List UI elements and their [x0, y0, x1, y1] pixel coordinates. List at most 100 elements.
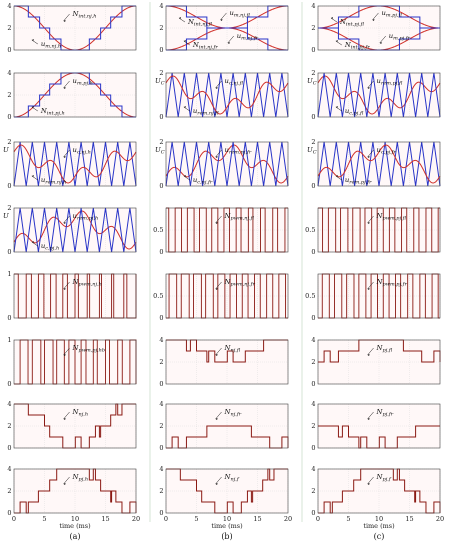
subplot-a-8: 0 2 4 Npj,h 0 5 10 15 20 time (ms) (a) [7, 465, 140, 541]
arrow-head [367, 288, 370, 290]
y-tick-label: 0 [159, 46, 163, 54]
y-tick-label: 2 [7, 24, 11, 32]
y-tick-label: 2 [159, 138, 163, 146]
y-tick-label: 4 [159, 465, 163, 473]
x-tick-label: 20 [132, 515, 140, 523]
arrow-head [31, 106, 34, 108]
annotation-label: um,nj,fl [229, 9, 250, 19]
annotation-label: Nint,nj,fr [192, 41, 219, 51]
plot-frame [165, 5, 289, 51]
y-tick-label: 4 [311, 2, 315, 10]
arrow-head [63, 354, 66, 356]
arrow-head [335, 40, 338, 42]
x-tick-label: 5 [194, 515, 198, 523]
annotation-arrow [31, 175, 38, 181]
subplot-b-3: 0 2UC urem,nj,fr uc,nj,fr [155, 138, 289, 190]
y-tick-label: 0 [311, 248, 315, 256]
subplot-b-5: 0 0.5 Npwm,nj,fr [153, 273, 289, 322]
plot-frame [317, 207, 441, 253]
arrow-head [183, 175, 186, 177]
plot-frame [317, 339, 441, 385]
y-tick-label: 2 [311, 422, 315, 430]
plot-frame [317, 403, 441, 449]
y-axis-label: U [3, 212, 9, 220]
annotation-arrow [367, 411, 374, 420]
y-tick-label: 2 [159, 487, 163, 495]
annotation-arrow [335, 175, 342, 181]
arrow-head [215, 483, 218, 485]
y-tick-label: 2 [159, 24, 163, 32]
arrow-head [63, 483, 66, 485]
annotation-arrow [215, 281, 222, 290]
y-tick-label: 0.5 [305, 226, 315, 234]
annotation-label: Npwm,pj,fr [376, 278, 408, 288]
subplot-a-5: 0 1 Npwm,nj,h [7, 270, 137, 322]
y-tick-label: 2 [7, 487, 11, 495]
annotation-arrow [227, 35, 234, 44]
y-tick-label: 2 [7, 91, 11, 99]
y-tick-label: 4 [159, 400, 163, 408]
y-tick-label: 4 [311, 400, 315, 408]
annotation-arrow [31, 39, 38, 45]
y-tick-label: 0 [159, 444, 163, 452]
y-tick-label: 2 [311, 24, 315, 32]
annotation-arrow [215, 149, 222, 158]
arrow-head [372, 19, 375, 21]
arrow-head [335, 175, 338, 177]
arrow-head [183, 40, 186, 42]
annotation-arrow [63, 13, 70, 22]
plot-frame [317, 273, 441, 319]
subplot-c-1: 0 2 4 um,pj,fl Nint,pj,fl um,pj,fr Nint,pj,fr [311, 2, 441, 54]
y-tick-label: 4 [7, 465, 11, 473]
annotation-arrow [367, 476, 374, 485]
arrow-head [367, 418, 370, 420]
series-line-u-rem-pj-fr [317, 144, 441, 184]
subplot-b-8: 0 2 4 Nnj,f 0 5 10 15 20 time (ms) (b) [159, 465, 292, 541]
annotation-arrow [63, 215, 70, 224]
plot-frame [165, 339, 289, 385]
subplot-b-4: 0 0.5 Npwm,nj,fl [153, 207, 289, 256]
plot-frame [13, 5, 137, 51]
annotation-label: Npwm,nj,fr [224, 278, 256, 288]
annotation-label: Npj,h [72, 473, 89, 483]
arrow-head [178, 17, 181, 19]
annotation-label: Npwm,pj,fl [376, 212, 407, 222]
arrow-head [63, 87, 66, 89]
y-tick-label: 0 [159, 182, 163, 190]
annotation-label: uc,pj,h [41, 242, 59, 252]
series-line-n-nj-h [14, 403, 136, 449]
arrow-head [367, 483, 370, 485]
x-axis-label: time (ms) [59, 522, 91, 530]
annotation-arrow [31, 241, 38, 247]
arrow-head [63, 156, 66, 158]
annotation-label: Nnj,h [72, 408, 89, 418]
y-tick-label: 2 [311, 69, 315, 77]
annotation-label: Nnj,fl [224, 344, 241, 354]
y-axis-label: UC [155, 77, 165, 87]
y-tick-label: 0 [7, 46, 11, 54]
y-tick-label: 0.5 [153, 292, 163, 300]
arrow-head [31, 39, 34, 41]
y-tick-label: 0 [7, 509, 11, 517]
y-tick-label: 2 [7, 204, 11, 212]
annotation-label: Npwm,nj,fl [224, 212, 255, 222]
subplot-c-3: 0 2UC uc,pj,fr urem,pj,fr [307, 138, 441, 190]
annotation-label: um,nj,h [41, 40, 61, 50]
annotation-arrow [215, 476, 222, 485]
x-tick-label: 10 [223, 515, 231, 523]
y-tick-label: 1 [7, 270, 11, 278]
y-axis-label: UC [307, 146, 317, 156]
y-tick-label: 2 [7, 422, 11, 430]
annotation-arrow [367, 215, 374, 224]
arrow-head [215, 222, 218, 224]
subplot-c-6: 0 2 4 Npj,fl [311, 336, 441, 388]
y-tick-label: 4 [7, 2, 11, 10]
y-tick-label: 2 [159, 69, 163, 77]
annotation-label: uc,pj,fr [377, 146, 397, 156]
y-tick-label: 0 [159, 380, 163, 388]
arrow-head [367, 222, 370, 224]
annotation-label: Npwm,nj,h [72, 278, 102, 288]
annotation-arrow [215, 411, 222, 420]
y-tick-label: 0 [7, 248, 11, 256]
